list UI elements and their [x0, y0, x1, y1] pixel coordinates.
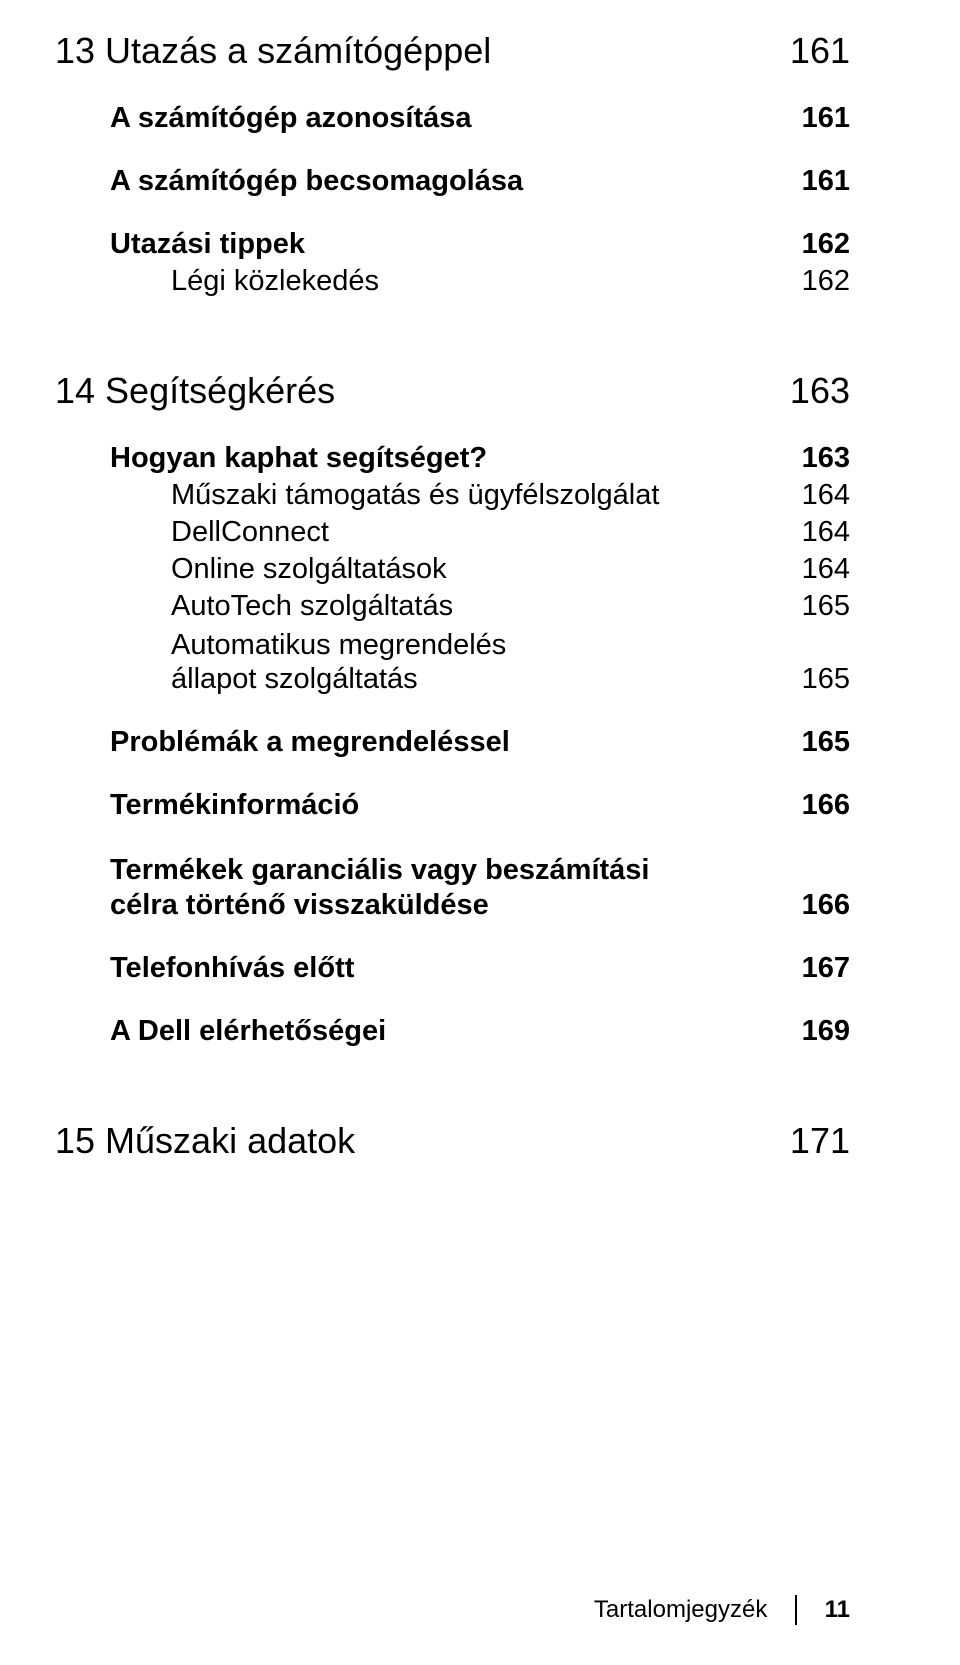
chapter-title: Segítségkérés — [105, 370, 335, 412]
subsection-label: Online szolgáltatások — [171, 553, 447, 586]
section-page: 161 — [802, 165, 850, 198]
section-label: Hogyan kaphat segítséget? — [110, 442, 487, 475]
toc-section-row: A Dell elérhetőségei 169 — [55, 1015, 850, 1048]
section-page: 162 — [802, 228, 850, 261]
section-label: Termékinformáció — [110, 789, 359, 822]
toc-chapter-row: 14 Segítségkérés 163 — [55, 370, 850, 412]
toc-section-row: A számítógép azonosítása 161 — [55, 102, 850, 135]
section-label: A Dell elérhetőségei — [110, 1015, 386, 1048]
subsection-page: 165 — [802, 590, 850, 623]
section-label: Telefonhívás előtt — [110, 952, 354, 985]
toc-section-row: A számítógép becsomagolása 161 — [55, 165, 850, 198]
toc-chapter-row: 13 Utazás a számítógéppel 161 — [55, 30, 850, 72]
chapter-number: 15 — [55, 1120, 95, 1162]
toc-subsection-row: Műszaki támogatás és ügyfélszolgálat 164 — [55, 479, 850, 512]
section-label: Utazási tippek — [110, 228, 305, 261]
subsection-label: Műszaki támogatás és ügyfélszolgálat — [171, 479, 659, 512]
toc-section-row: Telefonhívás előtt 167 — [55, 952, 850, 985]
toc-section-row: Termékek garanciális vagy beszámítási cé… — [55, 852, 850, 921]
section-page: 169 — [802, 1015, 850, 1048]
toc-section-row: Problémák a megrendeléssel 165 — [55, 726, 850, 759]
subsection-label: AutoTech szolgáltatás — [171, 590, 453, 623]
subsection-page: 165 — [802, 663, 850, 696]
section-page: 167 — [802, 952, 850, 985]
section-page: 161 — [802, 102, 850, 135]
section-label: Problémák a megrendeléssel — [110, 726, 510, 759]
toc-section-row: Hogyan kaphat segítséget? 163 — [55, 442, 850, 475]
section-label: A számítógép azonosítása — [110, 102, 472, 135]
section-label: A számítógép becsomagolása — [110, 165, 523, 198]
section-page: 163 — [802, 442, 850, 475]
toc-subsection-row: AutoTech szolgáltatás 165 — [55, 590, 850, 623]
chapter-page: 171 — [790, 1120, 850, 1162]
subsection-label: DellConnect — [171, 516, 329, 549]
toc-section-row: Termékinformáció 166 — [55, 789, 850, 822]
section-label-top: Termékek garanciális vagy beszámítási — [110, 852, 850, 888]
toc-section-row: Utazási tippek 162 — [55, 228, 850, 261]
page: 13 Utazás a számítógéppel 161 A számítóg… — [0, 0, 960, 1665]
subsection-page: 164 — [802, 479, 850, 512]
section-page: 166 — [802, 889, 850, 922]
subsection-page: 162 — [802, 265, 850, 298]
subsection-page: 164 — [802, 553, 850, 586]
toc-subsection-row: DellConnect 164 — [55, 516, 850, 549]
section-page: 165 — [802, 726, 850, 759]
chapter-page: 161 — [790, 30, 850, 72]
subsection-page: 164 — [802, 516, 850, 549]
table-of-contents: 13 Utazás a számítógéppel 161 A számítóg… — [55, 30, 850, 1162]
chapter-page: 163 — [790, 370, 850, 412]
subsection-label-top: Automatikus megrendelés — [171, 627, 850, 663]
section-label-bottom: célra történő visszaküldése — [110, 889, 489, 922]
footer-page-number: 11 — [825, 1596, 850, 1624]
subsection-label-bottom: állapot szolgáltatás — [171, 663, 418, 696]
chapter-number: 13 — [55, 30, 95, 72]
page-footer: Tartalomjegyzék 11 — [594, 1595, 850, 1625]
chapter-title: Utazás a számítógéppel — [105, 30, 491, 72]
toc-chapter-row: 15 Műszaki adatok 171 — [55, 1120, 850, 1162]
chapter-title: Műszaki adatok — [105, 1120, 355, 1162]
toc-subsection-row: Automatikus megrendelés állapot szolgált… — [55, 627, 850, 696]
toc-subsection-row: Légi közlekedés 162 — [55, 265, 850, 298]
footer-separator — [795, 1595, 796, 1625]
chapter-number: 14 — [55, 370, 95, 412]
section-page: 166 — [802, 789, 850, 822]
footer-label: Tartalomjegyzék — [594, 1596, 767, 1624]
toc-subsection-row: Online szolgáltatások 164 — [55, 553, 850, 586]
subsection-label: Légi közlekedés — [171, 265, 379, 298]
